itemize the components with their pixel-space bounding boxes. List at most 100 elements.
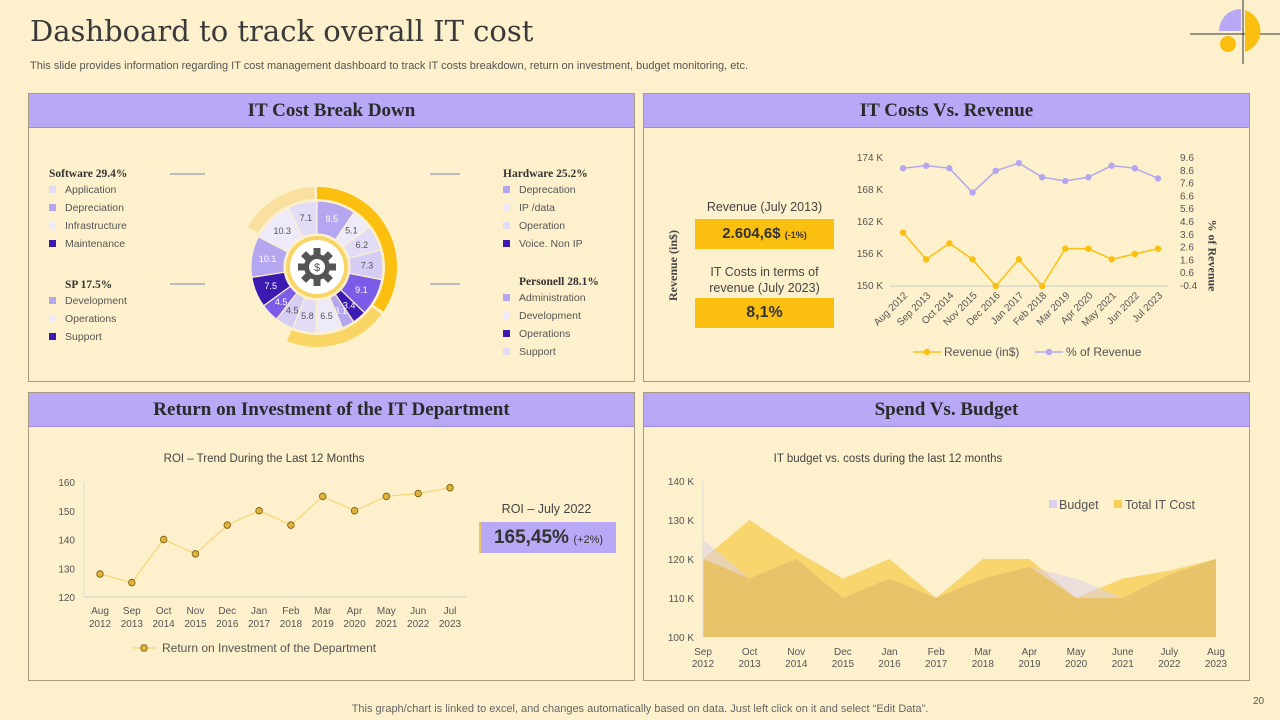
y-tick-label: 160 <box>58 478 75 489</box>
donut-segment-label: 3.1 <box>334 306 347 316</box>
roi-kpi-label: ROI – July 2022 <box>501 502 592 516</box>
x-tick-label: July <box>1160 647 1178 658</box>
legend-item: Support <box>49 331 102 343</box>
donut-segment-label: 10.1 <box>259 254 277 264</box>
x-tick-label: Oct <box>156 606 172 617</box>
x-tick-label: May <box>377 606 396 617</box>
data-point <box>1154 175 1162 182</box>
legend-marker <box>140 644 148 652</box>
data-point <box>1062 245 1069 252</box>
x-tick-label: Apr <box>1022 647 1038 658</box>
x-tick-label: 2018 <box>972 659 995 670</box>
legend-personell-title: Personell 28.1% <box>519 276 599 288</box>
x-tick-label: 2012 <box>89 619 112 630</box>
x-tick-label: 2014 <box>153 619 176 630</box>
data-point <box>128 578 136 587</box>
data-point <box>1108 256 1115 263</box>
x-tick-label: Jun <box>410 606 426 617</box>
x-tick-label: Nov <box>187 606 205 617</box>
panel-title: Return on Investment of the IT Departmen… <box>29 393 634 427</box>
y-tick-label: 120 K <box>668 555 694 566</box>
y2-tick-label: 0.6 <box>1180 268 1194 279</box>
data-point <box>1062 177 1069 185</box>
x-tick-label: 2016 <box>878 659 901 670</box>
panel-title: IT Costs Vs. Revenue <box>644 94 1249 128</box>
itcost-kpi-value: 8,1% <box>695 298 834 328</box>
gear-dollar-icon <box>298 248 336 286</box>
legend-swatch <box>1049 500 1057 508</box>
y-tick-label: 174 K <box>857 153 883 164</box>
legend-label: Revenue (in$) <box>944 345 1019 359</box>
donut-outer-guide <box>224 174 410 360</box>
revenue-kpi-value: 2.604,6$ (-1%) <box>695 219 834 249</box>
legend-item: Voice. Non IP <box>503 238 583 250</box>
series-line <box>902 232 1159 288</box>
donut-segment-label: 7.3 <box>361 260 374 270</box>
legend-item: Operations <box>49 313 116 325</box>
y-tick-label: 168 K <box>857 185 883 196</box>
x-tick-label: Oct <box>742 647 758 658</box>
data-point <box>922 162 930 169</box>
data-point <box>946 165 953 172</box>
x-tick-label: 2021 <box>1112 659 1135 670</box>
gear-tooth <box>328 263 336 271</box>
legend-item: Depreciation <box>49 202 124 214</box>
y2-tick-label: 5.6 <box>1180 204 1194 215</box>
dollar-sign: $ <box>314 262 320 274</box>
x-tick-label: Aug <box>91 606 109 617</box>
page-subtitle: This slide provides information regardin… <box>30 60 749 72</box>
x-tick-label: 2017 <box>248 619 271 630</box>
page-title: Dashboard to track overall IT cost <box>30 14 534 48</box>
data-point <box>223 521 231 529</box>
data-point <box>1085 174 1092 181</box>
legend-item: Operation <box>503 220 565 232</box>
data-point <box>1108 162 1115 169</box>
donut-segment-label: 10.3 <box>273 226 291 236</box>
revenue-kpi-label: Revenue (July 2013) <box>706 200 823 214</box>
legend-label: Total IT Cost <box>1125 498 1195 512</box>
series-line <box>902 162 1159 194</box>
x-tick-label: 2019 <box>312 619 335 630</box>
donut-segment <box>287 200 318 239</box>
data-point <box>946 240 953 247</box>
legend-label: Return on Investment of the Department <box>162 641 377 655</box>
y2-tick-label: 8.6 <box>1180 166 1194 177</box>
legend-label: Budget <box>1059 498 1099 512</box>
y2-tick-label: 7.6 <box>1180 179 1194 190</box>
x-tick-label: Mar <box>314 606 332 617</box>
chart-title: IT budget vs. costs during the last 12 m… <box>774 453 1003 465</box>
x-tick-label: 2023 <box>439 619 462 630</box>
donut-segment-label: 9.1 <box>355 285 368 295</box>
revenue-axis-label: Revenue (in$) <box>666 230 680 301</box>
donut-segment-label: 5.1 <box>345 226 358 236</box>
x-tick-label: May <box>1067 647 1086 658</box>
y-tick-label: 100 K <box>668 633 694 644</box>
donut-segment-label: 6.2 <box>356 240 369 250</box>
legend-item: Development <box>49 295 127 307</box>
y-tick-label: 140 K <box>668 477 694 488</box>
y2-tick-label: 3.6 <box>1180 230 1194 241</box>
data-point <box>191 550 200 558</box>
data-point <box>1154 245 1162 252</box>
y-tick-label: 156 K <box>857 249 883 260</box>
data-point <box>1038 174 1046 181</box>
roi-kpi-value: 165,45% (+2%) <box>479 522 616 553</box>
donut-segment-label: 4.5 <box>275 297 288 307</box>
x-tick-label: Jan <box>881 647 897 658</box>
legend-item: Deprecation <box>503 184 576 196</box>
gear-tooth <box>313 278 321 286</box>
x-tick-label: Nov <box>787 647 805 658</box>
donut-outer-arc <box>317 187 397 312</box>
x-tick-label: 2019 <box>1018 659 1041 670</box>
legend-sp-title: SP 17.5% <box>65 279 113 291</box>
x-tick-label: 2016 <box>216 619 239 630</box>
data-point <box>1085 245 1092 252</box>
x-tick-label: 2012 <box>692 659 715 670</box>
y2-tick-label: 2.6 <box>1180 243 1194 254</box>
donut-outer-arc <box>287 306 382 348</box>
data-point <box>922 256 930 263</box>
decorative-logo-icon <box>1190 0 1280 64</box>
data-point <box>414 489 422 498</box>
page-number: 20 <box>1253 696 1265 707</box>
